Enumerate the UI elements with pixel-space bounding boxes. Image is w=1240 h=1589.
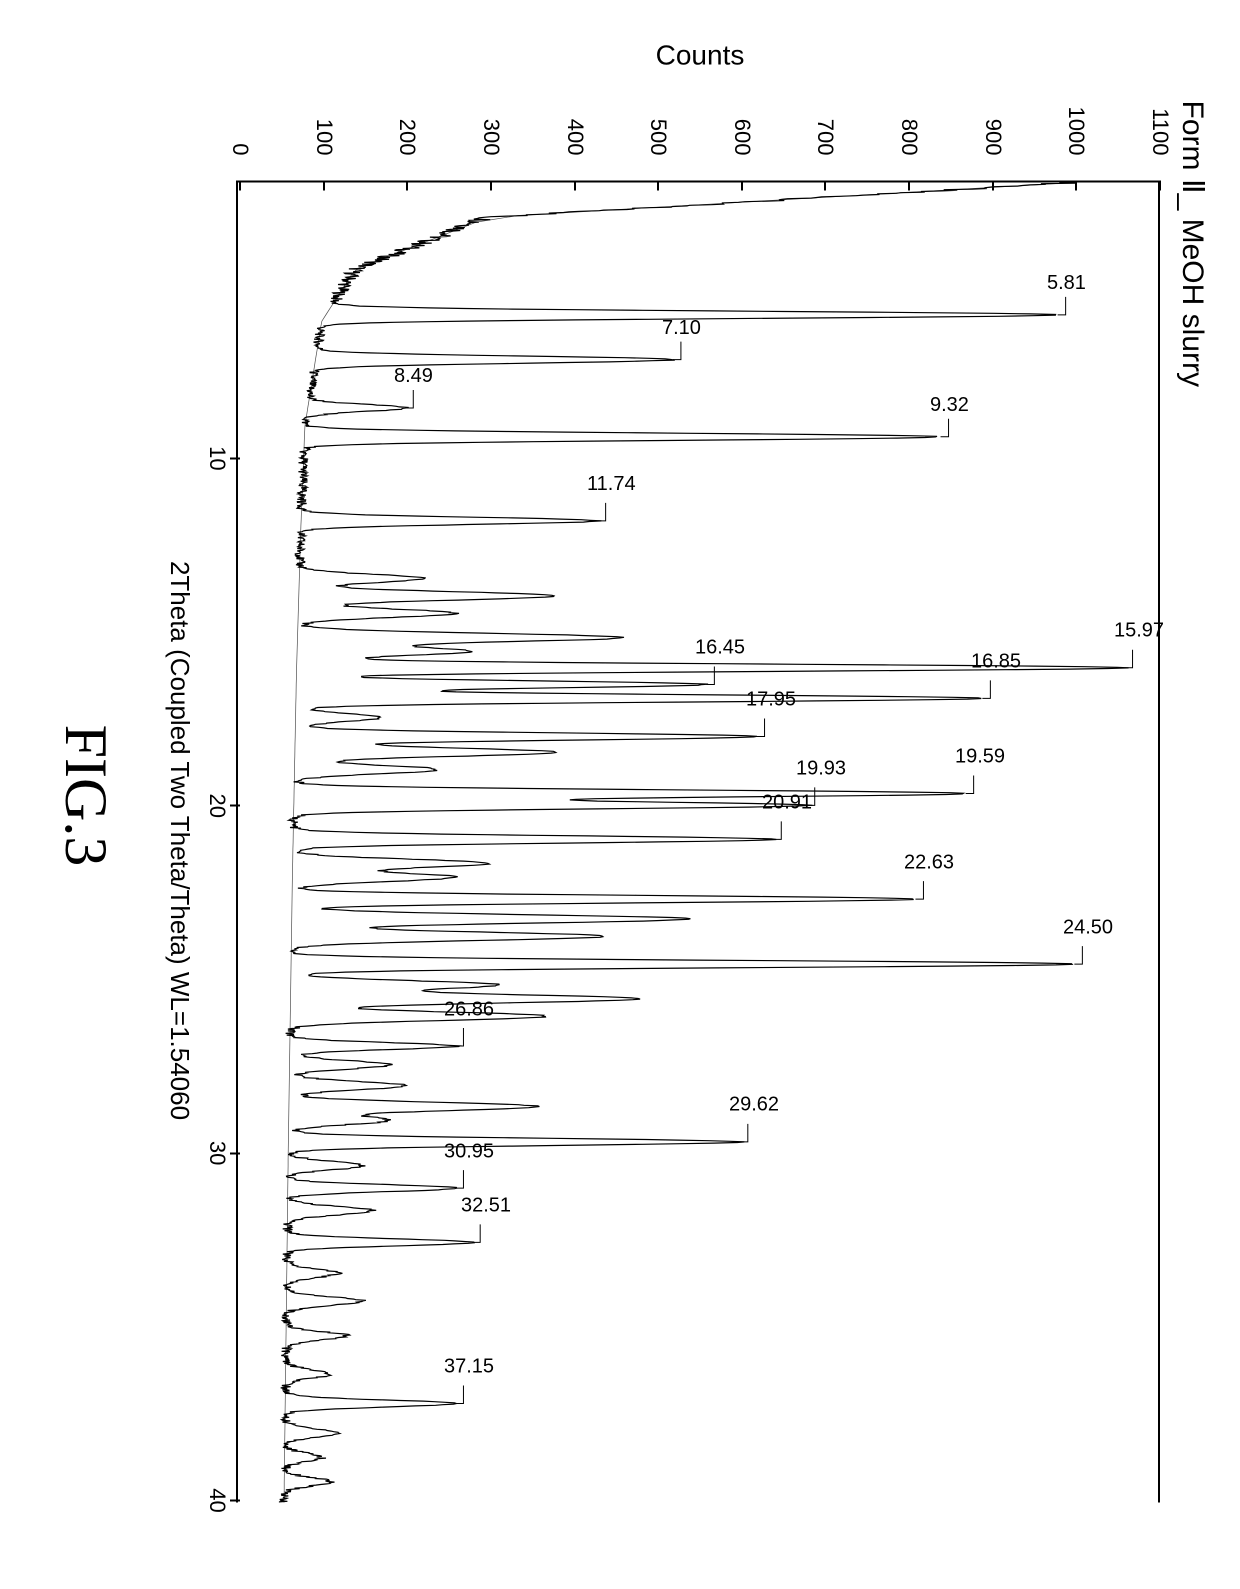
y-tick-mark [1159, 180, 1161, 190]
y-tick-label: 400 [562, 0, 588, 175]
y-axis-label: Counts [656, 39, 745, 71]
peak-connector [706, 666, 714, 684]
y-tick-label: 0 [227, 0, 253, 175]
peak-label: 16.45 [695, 636, 745, 659]
peak-connector [673, 341, 681, 359]
peak-label: 19.59 [955, 745, 1005, 768]
y-tick-mark [992, 180, 994, 190]
peak-connector [455, 1028, 463, 1046]
peak-label: 17.95 [746, 688, 796, 711]
peak-label: 30.95 [444, 1140, 494, 1163]
rotation-wrapper: Form Ⅱ_ MeOH slurry 5.81 7.10 8.49 9.32 11.7… [0, 0, 1240, 1589]
peak-label: 19.93 [796, 757, 846, 780]
y-tick-mark [574, 180, 576, 190]
y-tick-mark [490, 180, 492, 190]
y-tick-label: 500 [645, 0, 671, 175]
y-tick-label: 700 [812, 0, 838, 175]
x-tick-label: 30 [204, 1140, 230, 1164]
y-tick-label: 900 [980, 0, 1006, 175]
y-tick-label: 200 [394, 0, 420, 175]
x-tick-label: 20 [204, 793, 230, 817]
peak-connector [598, 502, 606, 520]
peak-label: 9.32 [930, 394, 969, 417]
peak-connector [1074, 946, 1082, 964]
y-tick-mark [657, 180, 659, 190]
xrd-plot-svg [238, 182, 1158, 1502]
y-tick-label: 300 [478, 0, 504, 175]
peak-label: 7.10 [662, 317, 701, 340]
chart-title: Form Ⅱ_ MeOH slurry [1175, 100, 1210, 386]
y-tick-mark [406, 180, 408, 190]
peak-connector [941, 418, 949, 436]
peak-label: 24.50 [1063, 916, 1113, 939]
peak-connector [982, 680, 990, 698]
peak-label: 26.86 [444, 998, 494, 1021]
peak-connector [455, 1385, 463, 1403]
x-tick-label: 40 [204, 1488, 230, 1512]
figure-content: Form Ⅱ_ MeOH slurry 5.81 7.10 8.49 9.32 11.7… [0, 0, 1240, 1589]
y-tick-mark [824, 180, 826, 190]
peak-label: 15.97 [1114, 619, 1164, 642]
peak-label: 37.15 [444, 1355, 494, 1378]
peak-connector [966, 775, 974, 793]
x-tick-mark [230, 1499, 240, 1501]
peak-label: 20.91 [762, 791, 812, 814]
peak-connector [915, 881, 923, 899]
x-tick-mark [230, 1152, 240, 1154]
peak-connector [455, 1170, 463, 1188]
y-tick-label: 800 [896, 0, 922, 175]
y-tick-mark [239, 180, 241, 190]
peak-connector [472, 1224, 480, 1242]
figure-number-label: FIG.3 [51, 724, 120, 866]
y-tick-mark [908, 180, 910, 190]
y-tick-mark [741, 180, 743, 190]
x-tick-mark [230, 457, 240, 459]
y-tick-label: 1100 [1147, 0, 1173, 175]
x-axis-label: 2Theta (Coupled Two Theta/Theta) WL=1.54… [164, 560, 195, 1119]
y-tick-label: 600 [729, 0, 755, 175]
peak-label: 8.49 [394, 365, 433, 388]
peak-connector [405, 389, 413, 407]
page-root: Form Ⅱ_ MeOH slurry 5.81 7.10 8.49 9.32 11.7… [0, 0, 1240, 1589]
y-tick-mark [1075, 180, 1077, 190]
plot-frame: 5.817.108.499.3211.7415.9716.4516.8517.9… [236, 180, 1160, 1502]
y-tick-mark [323, 180, 325, 190]
peak-connector [773, 821, 781, 839]
y-tick-label: 1000 [1063, 0, 1089, 175]
peak-label: 16.85 [971, 650, 1021, 673]
peak-connector [1058, 296, 1066, 314]
y-axis-ticks: 010020030040050060070080090010001100 [240, 0, 1160, 175]
peak-label: 29.62 [729, 1093, 779, 1116]
peak-connector [740, 1123, 748, 1141]
x-tick-mark [230, 804, 240, 806]
x-tick-label: 10 [204, 446, 230, 470]
peak-label: 11.74 [587, 473, 636, 496]
y-tick-label: 100 [311, 0, 337, 175]
peak-connector [1125, 649, 1133, 667]
peak-label: 5.81 [1047, 272, 1086, 295]
peak-label: 22.63 [904, 851, 954, 874]
peak-label: 32.51 [461, 1194, 511, 1217]
x-axis-ticks: 10203040 [200, 180, 240, 1500]
peak-connector [757, 718, 765, 736]
